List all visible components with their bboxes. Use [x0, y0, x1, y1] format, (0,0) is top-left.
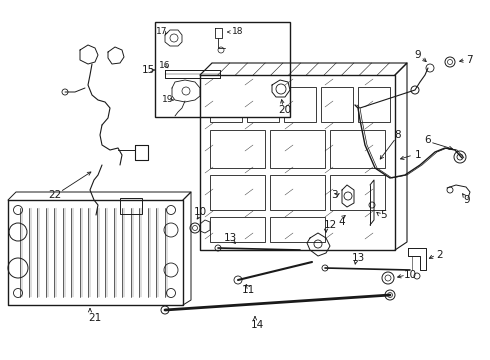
Text: 8: 8	[394, 130, 401, 140]
Text: 13: 13	[351, 253, 365, 263]
Text: 11: 11	[242, 285, 255, 295]
Bar	[210, 175, 265, 210]
Bar	[330, 130, 385, 168]
Bar	[358, 87, 390, 122]
Bar	[155, 22, 290, 117]
Text: 17: 17	[156, 27, 168, 36]
Text: 10: 10	[403, 270, 416, 280]
Bar	[120, 198, 142, 214]
Bar	[210, 130, 265, 168]
Text: 21: 21	[88, 313, 101, 323]
Text: 9: 9	[464, 195, 470, 205]
Text: 22: 22	[49, 190, 62, 200]
Text: 19: 19	[162, 95, 174, 104]
Text: 18: 18	[232, 27, 244, 36]
Text: 12: 12	[323, 220, 337, 230]
Text: 5: 5	[380, 210, 386, 220]
Text: 20: 20	[278, 105, 292, 115]
Bar	[330, 175, 385, 210]
Text: 3: 3	[331, 190, 337, 200]
Bar	[270, 130, 325, 168]
Bar	[210, 217, 265, 242]
Text: 6: 6	[425, 135, 431, 145]
Bar	[247, 87, 279, 122]
Text: 2: 2	[437, 250, 443, 260]
Bar	[321, 87, 353, 122]
Text: 10: 10	[194, 207, 207, 217]
Text: 14: 14	[250, 320, 264, 330]
Bar	[270, 175, 325, 210]
Text: 7: 7	[466, 55, 472, 65]
Text: 15: 15	[142, 65, 155, 75]
Bar	[270, 217, 325, 242]
Bar	[210, 87, 242, 122]
Text: 13: 13	[223, 233, 237, 243]
Text: 9: 9	[415, 50, 421, 60]
Text: 16: 16	[159, 60, 171, 69]
Text: 1: 1	[415, 150, 421, 160]
Text: 4: 4	[339, 217, 345, 227]
Bar	[284, 87, 316, 122]
